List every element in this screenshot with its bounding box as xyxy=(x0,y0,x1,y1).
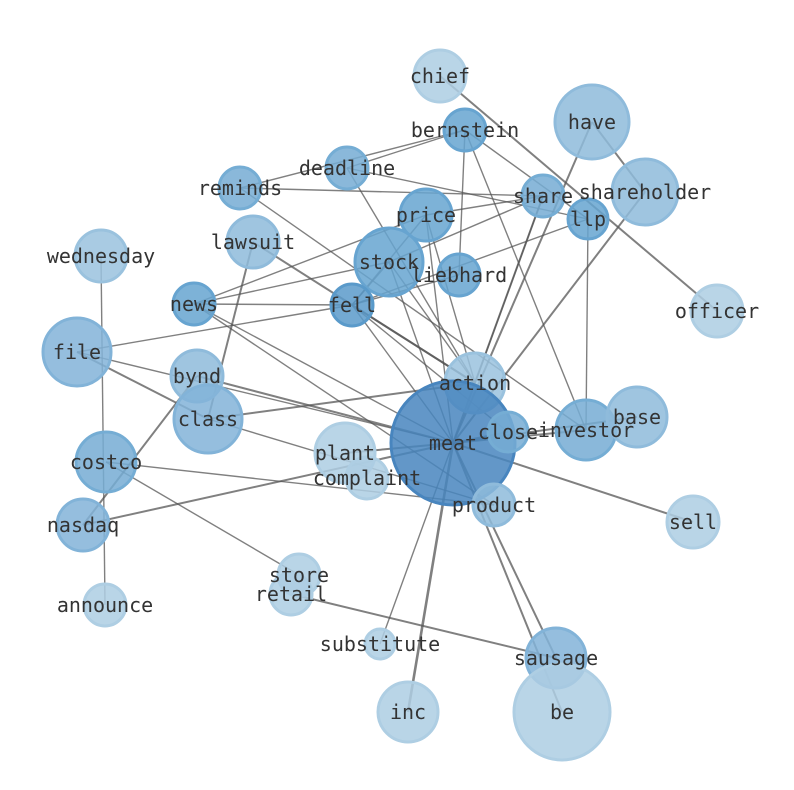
node-label-store: store xyxy=(269,563,329,587)
edge-bernstein-investor xyxy=(464,129,587,431)
node-label-investor: investor xyxy=(538,418,634,442)
node-base[interactable] xyxy=(605,385,669,449)
node-label-lawsuit: lawsuit xyxy=(211,230,295,254)
node-label-officer: officer xyxy=(675,299,759,323)
node-product[interactable] xyxy=(471,482,517,528)
node-label-share: share xyxy=(513,184,573,208)
node-bernstein[interactable] xyxy=(442,107,488,153)
node-label-be: be xyxy=(550,700,574,724)
node-price[interactable] xyxy=(398,187,454,243)
node-label-chief: chief xyxy=(410,64,470,88)
edge-llp-investor xyxy=(585,218,589,431)
edge-bernstein-liebhard xyxy=(458,129,466,276)
node-llp[interactable] xyxy=(566,197,610,241)
node-label-substitute: substitute xyxy=(320,632,440,656)
labels-layer: chief bernstein have deadline reminds share sh… xyxy=(47,64,759,724)
node-label-announce: announce xyxy=(57,593,153,617)
node-costco[interactable] xyxy=(74,430,138,494)
node-file[interactable] xyxy=(41,316,113,388)
node-be[interactable] xyxy=(512,662,612,762)
node-label-class: class xyxy=(178,407,238,431)
edge-costco-store xyxy=(105,461,300,576)
node-substitute[interactable] xyxy=(363,627,397,661)
node-announce[interactable] xyxy=(82,582,128,628)
node-label-shareholder: shareholder xyxy=(579,180,711,204)
node-label-close: close xyxy=(478,420,538,444)
node-inc[interactable] xyxy=(376,680,440,744)
edge-chief-officer xyxy=(439,75,718,312)
edge-reminds-share xyxy=(239,187,544,197)
node-liebhard[interactable] xyxy=(436,252,482,298)
node-label-plant: plant xyxy=(315,441,375,465)
node-label-action: action xyxy=(439,371,511,395)
node-complaint[interactable] xyxy=(344,455,390,501)
node-lawsuit[interactable] xyxy=(225,214,281,270)
node-label-wednesday: wednesday xyxy=(47,244,155,268)
node-label-nasdaq: nasdaq xyxy=(47,513,119,537)
node-label-news: news xyxy=(170,292,218,316)
node-deadline[interactable] xyxy=(324,145,370,191)
edge-wednesday-announce xyxy=(100,255,106,606)
node-label-fell: fell xyxy=(328,293,376,317)
node-label-price: price xyxy=(396,203,456,227)
node-label-meat: meat xyxy=(429,431,477,455)
node-wednesday[interactable] xyxy=(73,228,129,284)
node-label-bynd: bynd xyxy=(173,364,221,388)
node-label-llp: llp xyxy=(570,207,606,231)
node-chief[interactable] xyxy=(412,48,468,104)
node-label-have: have xyxy=(568,110,616,134)
node-label-liebhard: liebhard xyxy=(411,263,507,287)
node-label-deadline: deadline xyxy=(299,156,395,180)
node-nasdaq[interactable] xyxy=(55,497,111,553)
node-label-file: file xyxy=(53,340,101,364)
node-sell[interactable] xyxy=(665,494,721,550)
node-label-retail: retail xyxy=(255,582,327,606)
node-label-costco: costco xyxy=(70,450,142,474)
node-label-base: base xyxy=(613,405,661,429)
node-class[interactable] xyxy=(172,383,244,455)
node-label-bernstein: bernstein xyxy=(411,118,519,142)
node-label-sell: sell xyxy=(669,510,717,534)
node-label-sausage: sausage xyxy=(514,646,598,670)
edge-bernstein-llp xyxy=(464,129,589,220)
nodes-layer xyxy=(41,48,745,762)
node-reminds[interactable] xyxy=(217,165,263,211)
edge-file-meat xyxy=(76,351,454,444)
node-label-inc: inc xyxy=(390,700,426,724)
node-share[interactable] xyxy=(520,173,566,219)
node-officer[interactable] xyxy=(689,283,745,339)
node-label-complaint: complaint xyxy=(313,466,421,490)
node-label-product: product xyxy=(452,493,536,517)
edge-reminds-investor xyxy=(239,187,587,431)
node-news[interactable] xyxy=(171,281,217,327)
node-label-stock: stock xyxy=(359,250,419,274)
node-shareholder[interactable] xyxy=(610,157,680,227)
node-close[interactable] xyxy=(486,410,530,454)
node-label-reminds: reminds xyxy=(198,176,282,200)
node-retail[interactable] xyxy=(268,571,314,617)
node-stock[interactable] xyxy=(353,226,425,298)
edge-news-fell xyxy=(193,303,353,306)
node-have[interactable] xyxy=(553,83,631,161)
edge-file-fell xyxy=(76,304,353,353)
node-fell[interactable] xyxy=(329,282,375,328)
